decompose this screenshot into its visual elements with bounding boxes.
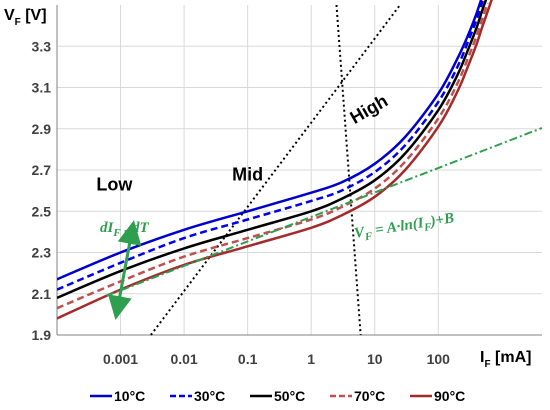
series-lines — [57, 0, 493, 320]
x-tick-label: 10 — [367, 351, 383, 367]
y-tick-label: 2.5 — [32, 203, 52, 219]
temperature-arrow — [108, 220, 142, 320]
series-line-30c — [57, 0, 484, 291]
axes — [56, 5, 542, 336]
tick-labels: 1.9 2.1 2.3 2.5 2.7 2.9 3.1 3.3 0.001 0.01 0.1 1 10 1… — [4, 7, 531, 370]
arrow-label: dIF , dT — [100, 220, 149, 239]
y-tick-label: 3.3 — [32, 38, 52, 54]
y-tick-label: 2.9 — [32, 121, 52, 137]
fit-line — [106, 127, 543, 297]
x-axis-title: IF [mA] — [480, 349, 531, 370]
y-tick-label: 2.1 — [32, 286, 52, 302]
series-line-10c — [57, 0, 483, 281]
legend-label: 30°C — [194, 388, 225, 404]
annotations: Low Mid High dIF , dT VF = A·ln(IF)+B — [96, 90, 456, 245]
x-tick-label: 0.1 — [238, 351, 258, 367]
fit-line-path — [106, 127, 543, 297]
region-boundary-line — [335, 4, 362, 336]
y-tick-label: 1.9 — [32, 327, 52, 343]
x-tick-label: 100 — [427, 351, 451, 367]
series-line-70c — [57, 2, 489, 310]
fit-equation-label: VF = A·ln(IF)+B — [353, 210, 456, 245]
region-label-high: High — [347, 90, 392, 127]
double-arrow — [108, 220, 142, 320]
y-tick-label: 3.1 — [32, 80, 52, 96]
legend-label: 50°C — [274, 388, 305, 404]
y-axis-title: VF [V] — [4, 7, 47, 28]
series-line-50c — [57, 0, 488, 300]
region-label-mid: Mid — [232, 164, 263, 184]
region-lines — [150, 4, 401, 336]
x-tick-label: 0.01 — [170, 351, 197, 367]
region-label-low: Low — [96, 175, 133, 195]
grid-lines — [57, 5, 542, 336]
y-tick-label: 2.3 — [32, 245, 52, 261]
x-tick-label: 0.001 — [103, 351, 138, 367]
y-tick-label: 2.7 — [32, 162, 52, 178]
x-tick-label: 1 — [307, 351, 315, 367]
legend-label: 70°C — [354, 388, 385, 404]
region-boundary-line — [150, 4, 401, 336]
legend-label: 90°C — [434, 388, 465, 404]
legend: 10°C 30°C 50°C 70°C 90°C — [90, 388, 465, 404]
legend-label: 10°C — [114, 388, 145, 404]
